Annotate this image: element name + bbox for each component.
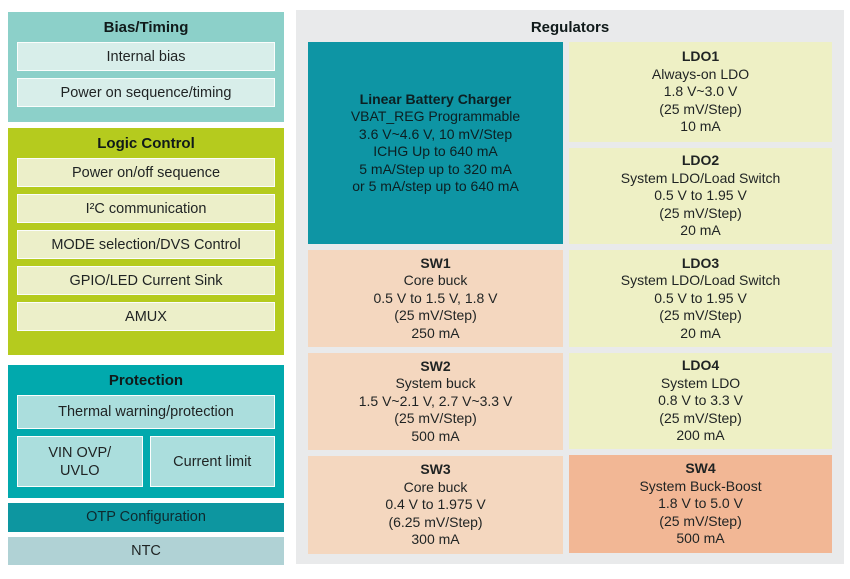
sw2-title: SW2 bbox=[420, 357, 451, 374]
block-sw2: SW2 System buck 1.5 V~2.1 V, 2.7 V~3.3 V… bbox=[308, 353, 564, 450]
ldo3-line: System LDO/Load Switch bbox=[620, 272, 781, 289]
sw2-line: 1.5 V~2.1 V, 2.7 V~3.3 V bbox=[358, 392, 513, 409]
block-ldo4: LDO4 System LDO 0.8 V to 3.3 V (25 mV/St… bbox=[569, 353, 832, 449]
block-ldo2: LDO2 System LDO/Load Switch 0.5 V to 1.9… bbox=[569, 148, 832, 244]
otp-configuration-bar: OTP Configuration bbox=[8, 503, 284, 532]
sw2-line: System buck bbox=[395, 375, 476, 392]
charger-line: ICHG Up to 640 mA bbox=[373, 143, 498, 159]
regulators-right-column: LDO1 Always-on LDO 1.8 V~3.0 V (25 mV/St… bbox=[569, 42, 832, 554]
vin-ovp-line: VIN OVP/ bbox=[48, 444, 112, 461]
ldo4-line: System LDO bbox=[660, 374, 741, 391]
ldo1-title: LDO1 bbox=[681, 48, 720, 65]
sw4-line: System Buck-Boost bbox=[639, 477, 762, 494]
sw1-line: 0.5 V to 1.5 V, 1.8 V bbox=[373, 289, 498, 306]
sw3-line: Core buck bbox=[403, 478, 468, 495]
logic-control-section: Logic Control Power on/off sequence I²C … bbox=[8, 128, 284, 355]
ldo1-line: 10 mA bbox=[680, 118, 721, 135]
row-mode-selection-dvs-control: MODE selection/DVS Control bbox=[17, 230, 275, 259]
regulators-panel: Regulators Linear Battery Charger VBAT_R… bbox=[296, 10, 844, 564]
sw1-line: (25 mV/Step) bbox=[394, 307, 477, 324]
block-sw1: SW1 Core buck 0.5 V to 1.5 V, 1.8 V (25 … bbox=[308, 250, 564, 347]
row-current-limit: Current limit bbox=[149, 436, 275, 487]
sw1-line: Core buck bbox=[403, 272, 468, 289]
ldo3-line: 0.5 V to 1.95 V bbox=[654, 289, 747, 306]
row-gpio-led-current-sink: GPIO/LED Current Sink bbox=[17, 266, 275, 295]
sw4-line: 500 mA bbox=[676, 530, 725, 547]
sw3-line: 0.4 V to 1.975 V bbox=[385, 496, 486, 513]
ldo4-line: (25 mV/Step) bbox=[659, 409, 742, 426]
ldo3-line: 20 mA bbox=[680, 324, 721, 341]
sw1-line: 250 mA bbox=[411, 324, 460, 341]
charger-line: 5 mA/Step up to 320 mA bbox=[359, 160, 512, 177]
charger-line: 3.6 V~4.6 V, 10 mV/Step bbox=[358, 125, 513, 142]
row-internal-bias: Internal bias bbox=[17, 42, 275, 71]
ldo2-line: System LDO/Load Switch bbox=[620, 169, 781, 186]
sw4-title: SW4 bbox=[685, 460, 716, 477]
row-i2c-communication: I²C communication bbox=[17, 194, 275, 223]
sw3-line: 300 mA bbox=[411, 531, 460, 548]
block-sw4: SW4 System Buck-Boost 1.8 V to 5.0 V (25… bbox=[569, 455, 832, 553]
regulators-grid: Linear Battery Charger VBAT_REG Programm… bbox=[308, 42, 832, 554]
ldo1-line: 1.8 V~3.0 V bbox=[663, 83, 738, 100]
block-sw3: SW3 Core buck 0.4 V to 1.975 V (6.25 mV/… bbox=[308, 456, 564, 554]
sw2-line: (25 mV/Step) bbox=[394, 410, 477, 427]
protection-title: Protection bbox=[108, 372, 184, 389]
row-amux: AMUX bbox=[17, 302, 275, 331]
sw3-line: (6.25 mV/Step) bbox=[388, 513, 483, 530]
charger-title: Linear Battery Charger bbox=[359, 90, 512, 107]
bias-timing-title: Bias/Timing bbox=[103, 19, 189, 36]
ldo1-line: Always-on LDO bbox=[651, 65, 750, 82]
row-thermal-warning-protection: Thermal warning/protection bbox=[17, 395, 275, 429]
block-ldo3: LDO3 System LDO/Load Switch 0.5 V to 1.9… bbox=[569, 250, 832, 347]
ldo1-line: (25 mV/Step) bbox=[659, 100, 742, 117]
charger-line: or 5 mA/step up to 640 mA bbox=[352, 178, 519, 194]
ldo4-line: 200 mA bbox=[676, 427, 725, 444]
regulators-left-column: Linear Battery Charger VBAT_REG Programm… bbox=[308, 42, 564, 554]
ldo2-line: 20 mA bbox=[680, 222, 721, 239]
ldo2-line: (25 mV/Step) bbox=[659, 204, 742, 221]
logic-control-title: Logic Control bbox=[97, 135, 195, 152]
protection-section: Protection Thermal warning/protection VI… bbox=[8, 365, 284, 498]
sw4-line: (25 mV/Step) bbox=[659, 512, 742, 529]
protection-split-row: VIN OVP/ UVLO Current limit bbox=[17, 436, 275, 487]
sw4-line: 1.8 V to 5.0 V bbox=[658, 495, 743, 512]
regulators-title: Regulators bbox=[530, 19, 610, 36]
uvlo-line: UVLO bbox=[60, 462, 100, 479]
row-power-on-sequence-timing: Power on sequence/timing bbox=[17, 78, 275, 107]
bias-timing-section: Bias/Timing Internal bias Power on seque… bbox=[8, 12, 284, 122]
ldo4-title: LDO4 bbox=[681, 357, 720, 374]
sw1-title: SW1 bbox=[420, 254, 451, 271]
row-power-on-off-sequence: Power on/off sequence bbox=[17, 158, 275, 187]
sw2-line: 500 mA bbox=[411, 427, 460, 444]
row-vin-ovp-uvlo: VIN OVP/ UVLO bbox=[17, 436, 143, 487]
sw3-title: SW3 bbox=[420, 461, 451, 478]
ldo3-title: LDO3 bbox=[681, 254, 720, 271]
ldo2-line: 0.5 V to 1.95 V bbox=[654, 187, 747, 204]
block-ldo1: LDO1 Always-on LDO 1.8 V~3.0 V (25 mV/St… bbox=[569, 42, 832, 142]
ntc-bar: NTC bbox=[8, 537, 284, 565]
charger-line: VBAT_REG Programmable bbox=[350, 108, 521, 124]
ldo2-title: LDO2 bbox=[681, 152, 720, 169]
ldo3-line: (25 mV/Step) bbox=[659, 307, 742, 324]
ldo4-line: 0.8 V to 3.3 V bbox=[658, 392, 743, 409]
block-linear-battery-charger: Linear Battery Charger VBAT_REG Programm… bbox=[308, 42, 564, 244]
